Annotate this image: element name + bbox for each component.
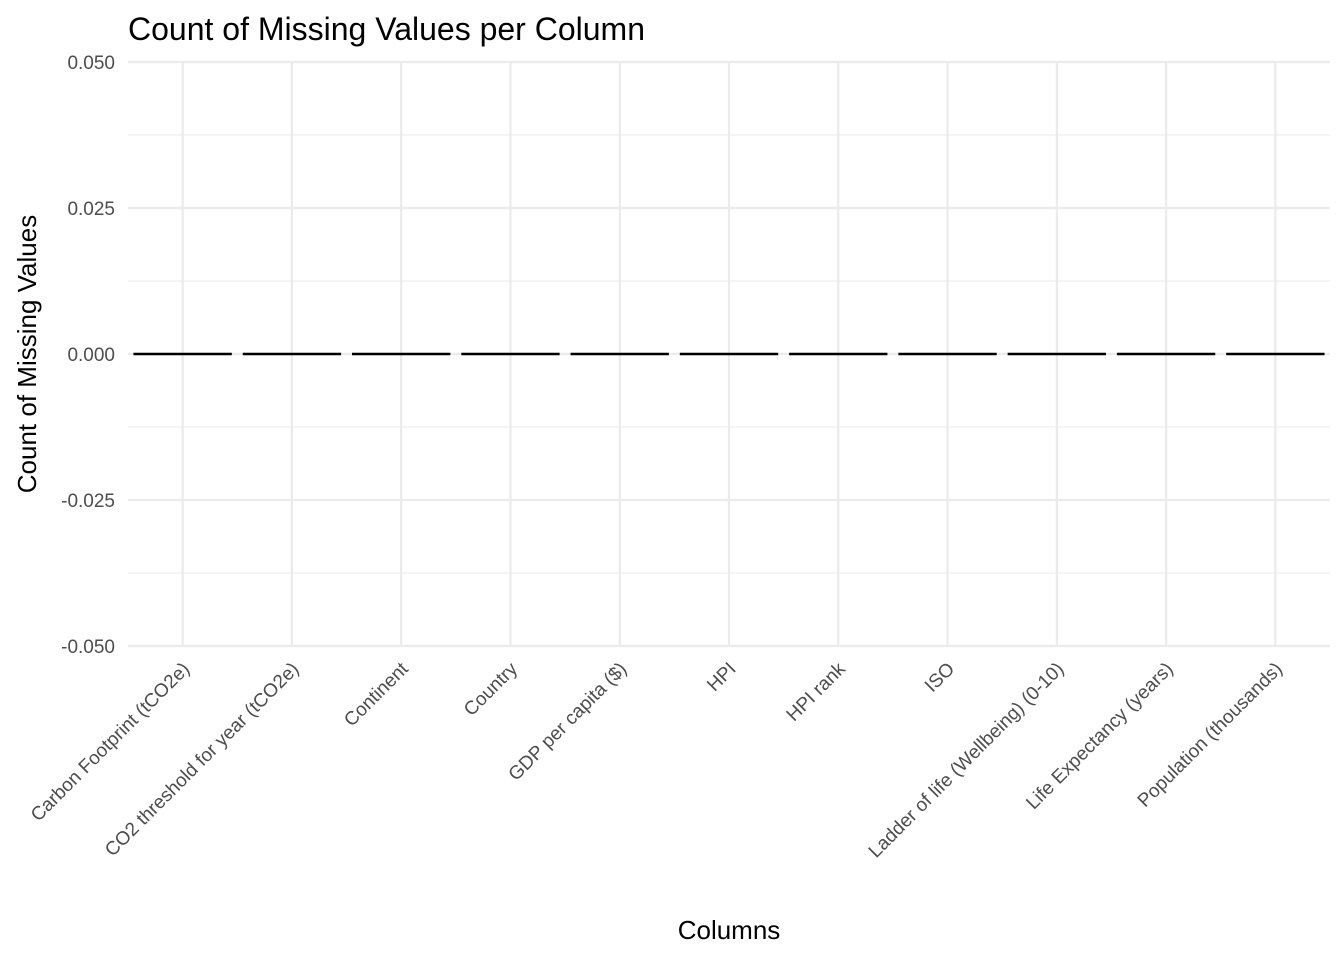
- y-axis-ticks: -0.050 -0.025 0.000 0.025 0.050: [61, 53, 115, 658]
- x-tick-label: Continent: [340, 658, 413, 731]
- x-tick-label: HPI rank: [783, 658, 850, 725]
- y-tick-label: -0.050: [61, 637, 115, 658]
- x-tick-label: ISO: [921, 659, 959, 697]
- x-axis-ticks: Carbon Footprint (tCO2e)CO2 threshold fo…: [27, 658, 1287, 862]
- x-axis-title: Columns: [678, 915, 781, 945]
- y-tick-label: 0.000: [67, 345, 115, 366]
- chart-title: Count of Missing Values per Column: [128, 11, 645, 47]
- x-tick-label: GDP per capita ($): [505, 659, 632, 786]
- x-tick-label: CO2 threshold for year (tCO2e): [101, 659, 303, 861]
- y-axis-title: Count of Missing Values: [12, 215, 42, 493]
- y-tick-label: 0.025: [67, 199, 115, 220]
- y-tick-label: -0.025: [61, 491, 115, 512]
- x-tick-label: Ladder of life (Wellbeing) (0-10): [865, 659, 1069, 863]
- x-tick-label: HPI: [703, 659, 740, 696]
- x-tick-label: Country: [460, 658, 522, 720]
- y-tick-label: 0.050: [67, 53, 115, 74]
